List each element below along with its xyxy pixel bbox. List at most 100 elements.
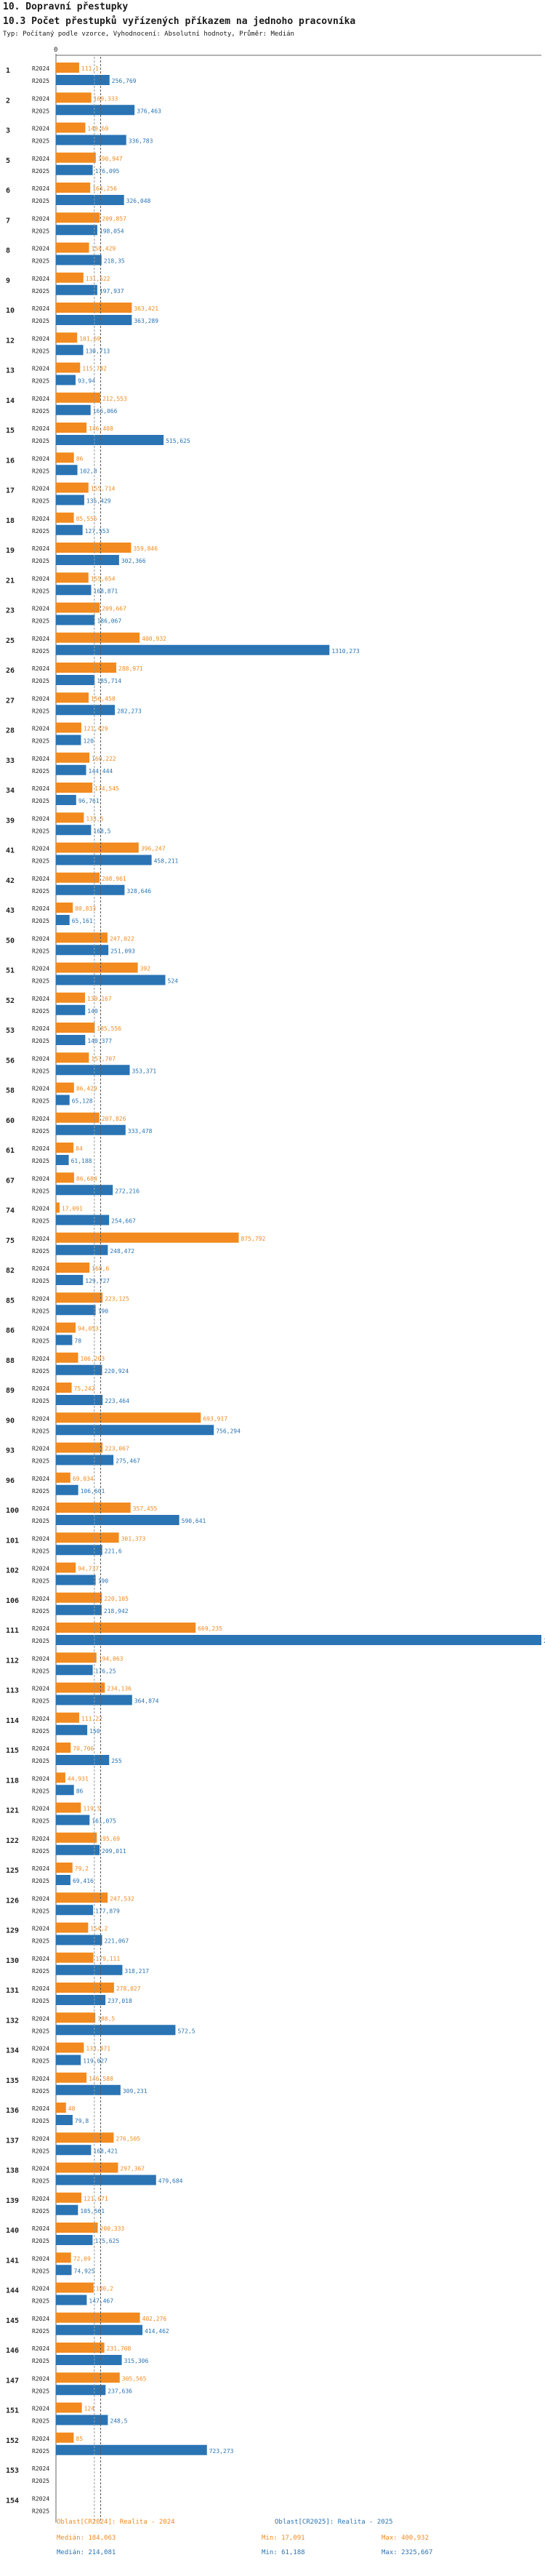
value-label: 121,671 (84, 2196, 108, 2202)
series-label: R2025 (32, 78, 49, 84)
value-label: 223,464 (105, 1398, 129, 1404)
bar-r2025 (56, 1004, 86, 1015)
series-label: R2025 (32, 528, 49, 535)
bar-r2024 (56, 2372, 120, 2383)
category-label: 136 (6, 2107, 19, 2115)
series-label: R2024 (32, 1865, 49, 1872)
legend-2024: Oblast[CR2024]: Realita - 2024 (57, 2519, 175, 2526)
value-label: 129,727 (85, 1278, 110, 1284)
category-label: 111 (6, 1627, 19, 1635)
series-label: R2025 (32, 228, 49, 234)
value-label: 74,925 (74, 2268, 95, 2274)
bar-r2024 (56, 1983, 114, 1993)
value-label: 234,136 (107, 1686, 132, 1692)
bar-r2024 (56, 992, 85, 1003)
value-label: 127,553 (85, 528, 110, 535)
category-label: 33 (6, 757, 15, 765)
bar-r2025 (56, 2115, 73, 2125)
category-label: 8 (6, 247, 10, 255)
bar-r2025 (56, 2084, 121, 2095)
bar-r2025 (56, 105, 135, 116)
category-label: 101 (6, 1537, 19, 1545)
series-label: R2024 (32, 606, 49, 612)
value-label: 111,22 (81, 1716, 102, 1722)
value-label: 168,421 (93, 2148, 118, 2154)
bar-r2025 (56, 225, 97, 236)
value-label: 106,203 (81, 1356, 105, 1362)
series-label: R2025 (32, 1308, 49, 1314)
category-label: 1 (6, 67, 10, 75)
value-label: 160,222 (92, 756, 116, 762)
value-label: 147,467 (89, 2298, 113, 2305)
bar-r2024 (56, 1503, 131, 1513)
category-label: 152 (6, 2437, 19, 2445)
series-label: R2024 (32, 425, 49, 432)
bar-r2024 (56, 392, 101, 403)
series-label: R2024 (32, 1415, 49, 1422)
series-label: R2024 (32, 2345, 49, 2352)
value-label: 315,306 (124, 2358, 149, 2364)
category-label: 125 (6, 1867, 19, 1875)
series-label: R2025 (32, 948, 49, 954)
category-label: 41 (6, 847, 15, 855)
category-label: 43 (6, 907, 15, 915)
series-label: R2025 (32, 918, 49, 924)
series-label: R2025 (32, 1278, 49, 1284)
series-label: R2025 (32, 2118, 49, 2124)
series-label: R2025 (32, 768, 49, 775)
bar-r2025 (56, 465, 78, 476)
category-label: 53 (6, 1027, 15, 1035)
value-label: 140 (87, 1008, 98, 1015)
series-label: R2025 (32, 858, 49, 865)
value-label: 70,706 (73, 1745, 94, 1752)
series-label: R2025 (32, 108, 49, 114)
bar-r2025 (56, 1604, 102, 1615)
bar-r2025 (56, 1964, 123, 1975)
bar-r2024 (56, 362, 81, 373)
value-label: 186,067 (97, 618, 121, 625)
bar-r2025 (56, 795, 76, 805)
value-label: 166,066 (93, 408, 118, 415)
value-label: 353,371 (132, 1068, 156, 1074)
series-label: R2025 (32, 1998, 49, 2004)
value-label: 251,093 (110, 948, 135, 954)
series-label: R2024 (32, 935, 49, 942)
bar-r2024 (56, 752, 90, 763)
series-label: R2025 (32, 1368, 49, 1375)
series-label: R2024 (32, 1716, 49, 1722)
series-label: R2025 (32, 1758, 49, 1764)
value-label: 188,5 (97, 2015, 115, 2022)
series-label: R2024 (32, 876, 49, 882)
bar-r2025 (56, 1815, 90, 1825)
category-label: 137 (6, 2137, 19, 2145)
bar-r2025 (56, 2295, 87, 2305)
category-label: 118 (6, 1777, 19, 1785)
series-label: R2025 (32, 1638, 49, 1644)
value-label: 158,429 (92, 246, 116, 252)
value-label: 176,095 (95, 168, 120, 175)
series-label: R2025 (32, 2088, 49, 2095)
series-label: R2025 (32, 648, 49, 655)
value-label: 179,111 (95, 1956, 120, 1962)
value-label: 174,545 (94, 785, 119, 792)
series-label: R2024 (32, 1175, 49, 1182)
value-label: 875,792 (241, 1236, 266, 1242)
series-label: R2025 (32, 198, 49, 204)
category-label: 153 (6, 2467, 19, 2475)
value-label: 336,783 (129, 138, 153, 145)
series-label: R2025 (32, 2358, 49, 2364)
bar-r2025 (56, 1755, 110, 1765)
series-label: R2024 (32, 2375, 49, 2382)
series-label: R2025 (32, 678, 49, 684)
series-label: R2024 (32, 1236, 49, 1242)
value-label: 376,463 (137, 108, 161, 114)
category-label: 154 (6, 2497, 19, 2505)
bar-r2024 (56, 1952, 94, 1963)
category-label: 18 (6, 517, 15, 525)
series-label: R2024 (32, 156, 49, 162)
value-label: 363,421 (134, 305, 158, 312)
bar-r2024 (56, 1532, 119, 1543)
bar-r2024 (56, 602, 100, 613)
value-label: 524 (168, 978, 179, 985)
bar-r2024 (56, 183, 91, 193)
